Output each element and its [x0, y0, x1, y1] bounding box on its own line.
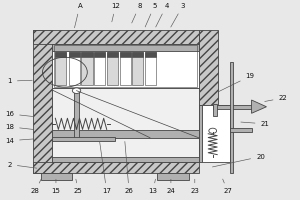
Bar — [199, 30, 218, 105]
Bar — [199, 105, 202, 162]
Text: 2: 2 — [8, 162, 37, 168]
Text: 27: 27 — [223, 179, 232, 194]
Bar — [107, 52, 118, 85]
Text: 8: 8 — [132, 3, 142, 23]
Bar — [33, 30, 52, 173]
Bar — [94, 52, 105, 85]
Text: 13: 13 — [148, 179, 158, 194]
Bar — [69, 52, 80, 85]
Bar — [107, 52, 118, 57]
Bar — [81, 52, 93, 57]
Bar — [41, 173, 72, 180]
Text: 19: 19 — [218, 73, 254, 92]
Bar — [230, 128, 252, 132]
Text: 14: 14 — [5, 138, 34, 144]
Circle shape — [209, 128, 217, 133]
Text: 15: 15 — [52, 179, 60, 194]
Bar — [230, 62, 233, 173]
Bar — [119, 52, 131, 57]
Bar — [52, 157, 199, 162]
Text: 1: 1 — [8, 78, 32, 84]
Bar — [52, 44, 199, 88]
Bar — [33, 162, 199, 173]
Bar — [74, 90, 79, 138]
Text: 28: 28 — [31, 179, 41, 194]
Bar — [52, 130, 199, 138]
Bar — [145, 52, 156, 85]
Bar — [33, 30, 199, 44]
Circle shape — [72, 88, 81, 93]
Bar — [52, 88, 199, 162]
Bar — [54, 45, 197, 87]
Bar — [213, 104, 217, 116]
Text: 24: 24 — [167, 179, 175, 194]
Bar — [119, 52, 131, 85]
Bar — [132, 52, 143, 85]
Bar — [81, 52, 93, 85]
Text: 20: 20 — [212, 154, 265, 167]
Polygon shape — [251, 100, 266, 113]
Bar — [145, 52, 156, 57]
Bar — [55, 52, 66, 85]
Text: 25: 25 — [74, 179, 83, 194]
Bar — [158, 173, 189, 180]
Bar — [55, 52, 66, 57]
Text: A: A — [74, 3, 82, 28]
Bar — [202, 105, 230, 162]
Bar — [132, 52, 143, 57]
Text: 17: 17 — [100, 141, 111, 194]
Bar — [213, 105, 251, 109]
Text: 23: 23 — [190, 179, 199, 194]
Text: 26: 26 — [125, 141, 134, 194]
Bar — [52, 137, 115, 141]
Text: 3: 3 — [171, 3, 185, 27]
Bar — [94, 52, 105, 57]
Text: 18: 18 — [5, 124, 34, 130]
Text: 12: 12 — [111, 3, 120, 22]
Text: 5: 5 — [145, 3, 157, 27]
Bar — [69, 52, 80, 57]
Text: 21: 21 — [241, 121, 269, 127]
Bar — [52, 44, 199, 51]
Text: 4: 4 — [156, 3, 169, 27]
Text: 16: 16 — [5, 111, 34, 117]
Text: 22: 22 — [265, 95, 287, 101]
